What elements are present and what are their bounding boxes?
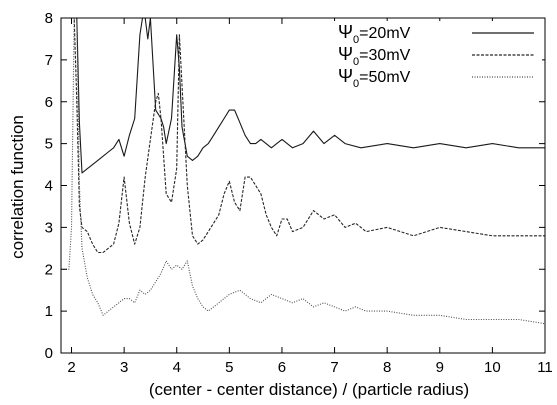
legend-label-1: Ψ0=30mV — [338, 44, 411, 68]
y-tick-label-1: 1 — [45, 303, 53, 320]
x-tick-label-6: 8 — [383, 359, 391, 376]
y-tick-label-8: 8 — [45, 10, 53, 27]
x-tick-label-9: 11 — [537, 359, 553, 376]
series-line-2 — [61, 18, 545, 325]
x-tick-label-0: 2 — [67, 359, 75, 376]
x-tick-label-2: 4 — [173, 359, 181, 376]
legend-background — [332, 21, 542, 89]
x-tick-label-7: 9 — [436, 359, 444, 376]
x-tick-label-3: 5 — [225, 359, 233, 376]
y-tick-label-5: 5 — [45, 136, 53, 153]
series-line-0 — [71, 18, 545, 174]
y-tick-label-4: 4 — [45, 178, 53, 195]
y-tick-label-2: 2 — [45, 261, 53, 278]
x-tick-label-4: 6 — [278, 359, 286, 376]
axes-layer: 2 3 4 5 6 7 8 9 10 11 0 1 2 3 4 5 6 7 8 — [45, 10, 553, 376]
legend-label-2: Ψ0=50mV — [338, 66, 411, 90]
series-layer — [61, 18, 545, 325]
x-axis-label: (center - center distance) / (particle r… — [149, 380, 469, 399]
x-tick-label-8: 10 — [484, 359, 501, 376]
x-tick-label-5: 7 — [330, 359, 338, 376]
y-tick-label-6: 6 — [45, 94, 53, 111]
y-axis-label: correlation function — [8, 115, 27, 259]
series-line-1 — [71, 18, 545, 254]
x-tick-label-1: 3 — [120, 359, 128, 376]
y-tick-label-3: 3 — [45, 219, 53, 236]
y-tick-label-0: 0 — [45, 345, 53, 362]
y-tick-label-7: 7 — [45, 52, 53, 69]
legend-label-0: Ψ0=20mV — [338, 22, 411, 46]
